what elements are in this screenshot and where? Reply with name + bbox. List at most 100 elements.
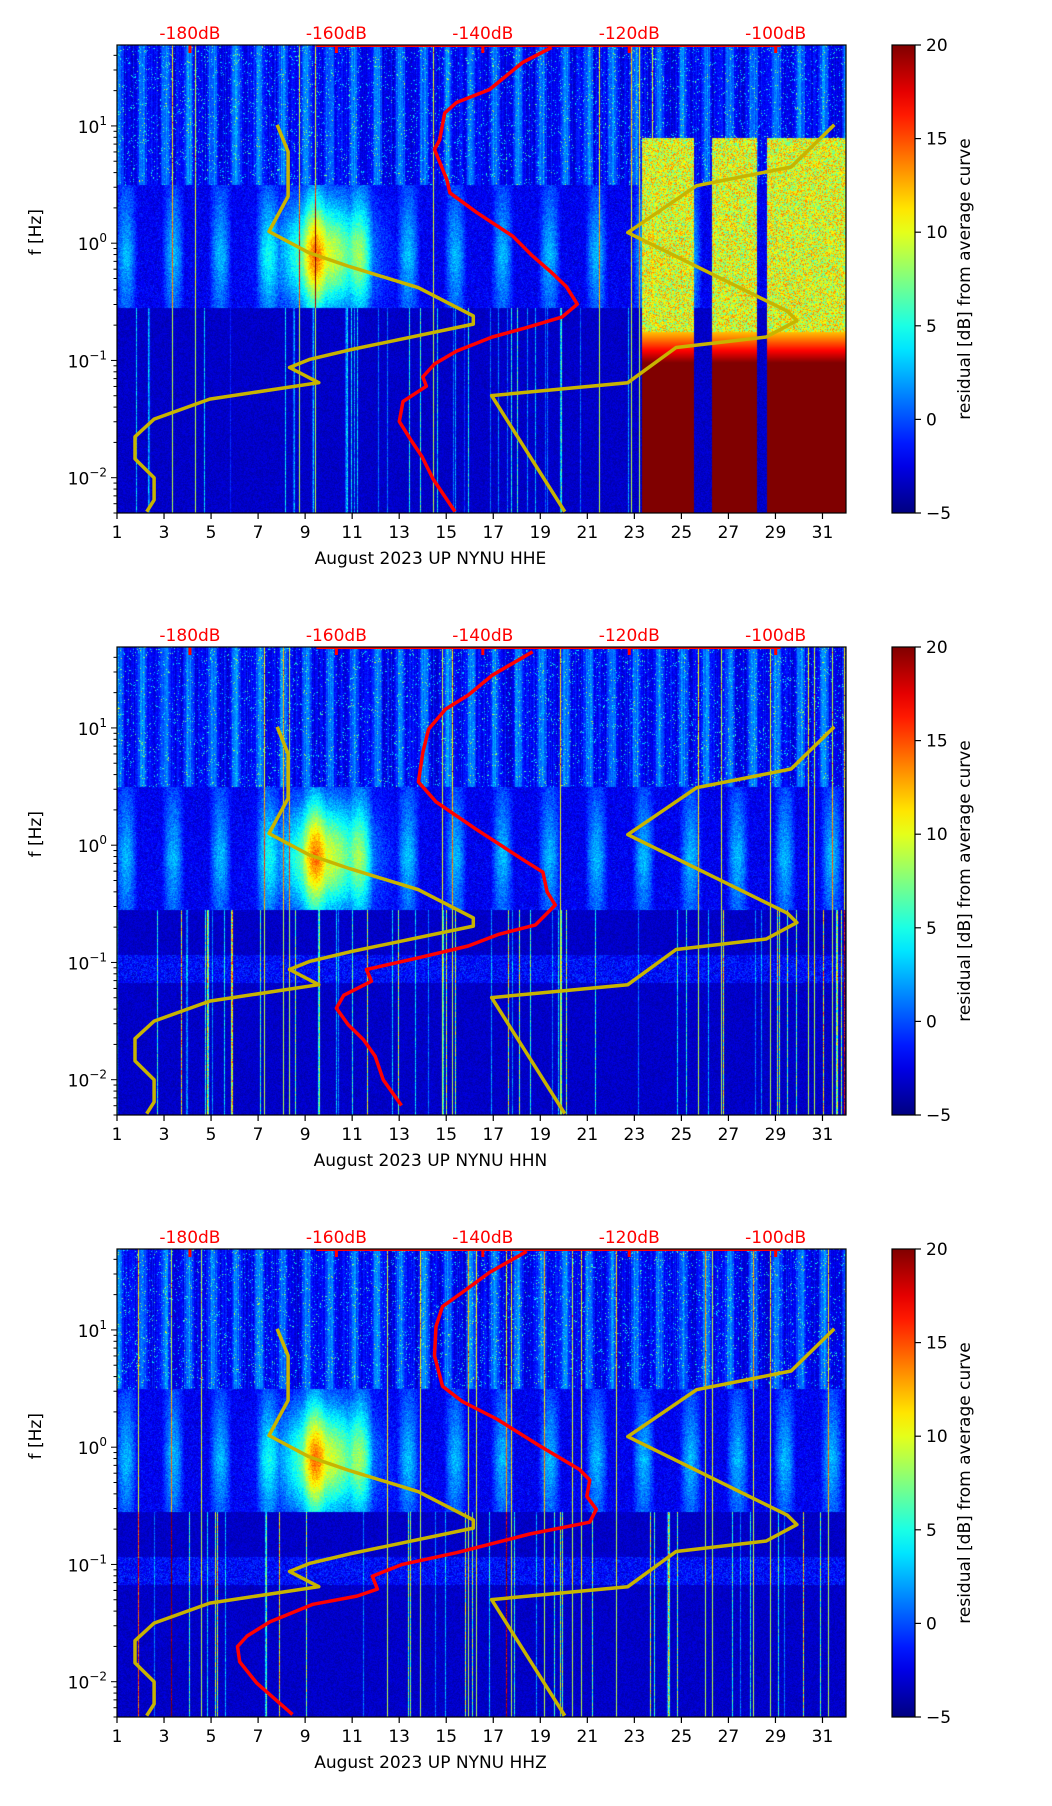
average-psd-curve [334, 650, 558, 1107]
x-tick-label: 9 [300, 1125, 311, 1145]
db-tick-label: -120dB [599, 626, 660, 646]
x-axis-label: August 2023 UP NYNU HHN [314, 1151, 548, 1171]
colorbar [891, 44, 916, 514]
x-tick-label: 11 [341, 523, 363, 543]
x-tick-label: 3 [159, 523, 170, 543]
x-tick-label: 11 [341, 1727, 363, 1747]
y-axis-label: f [Hz] [26, 1413, 46, 1459]
low-noise-model-curve [133, 1328, 476, 1717]
y-tick-label: 10−1 [68, 348, 107, 372]
x-tick-label: 3 [159, 1727, 170, 1747]
x-tick-label: 1 [112, 1727, 123, 1747]
db-tick-label: -160dB [306, 626, 367, 646]
plot-frame [116, 1248, 847, 1718]
x-tick-label: 29 [765, 1125, 787, 1145]
x-tick-label: 19 [529, 1125, 551, 1145]
plot-frame [116, 646, 847, 1116]
db-tick-label: -180dB [159, 24, 220, 44]
low-noise-model-curve [133, 124, 476, 513]
db-tick-label: -120dB [599, 24, 660, 44]
x-axis-label: August 2023 UP NYNU HHZ [314, 1753, 547, 1773]
x-tick-label: 19 [529, 523, 551, 543]
db-tick-label: -140dB [452, 24, 513, 44]
colorbar-tick-label: 0 [926, 1614, 937, 1634]
colorbar-tick-label: −5 [926, 1106, 951, 1126]
low-noise-model-curve [133, 726, 476, 1115]
y-tick-label: 101 [78, 1318, 107, 1342]
colorbar-tick-label: 15 [926, 130, 948, 150]
x-tick-label: 1 [112, 1125, 123, 1145]
x-tick-label: 17 [482, 1125, 504, 1145]
spectrogram-panel-hhz: -180dB -160dB -140dB -120dB -100dB 1 3 5 7 9 11 13 1… [0, 1204, 1052, 1806]
y-tick-label: 10−1 [68, 1552, 107, 1576]
x-tick-label: 31 [812, 1125, 834, 1145]
colorbar-tick-label: −5 [926, 1708, 951, 1728]
x-tick-label: 11 [341, 1125, 363, 1145]
x-tick-label: 19 [529, 1727, 551, 1747]
colorbar-label: residual [dB] from average curve [955, 138, 975, 419]
colorbar-tick-label: 10 [926, 223, 948, 243]
x-axis-label: August 2023 UP NYNU HHE [315, 549, 547, 569]
high-noise-model-curve [489, 123, 836, 513]
y-tick-label: 100 [78, 833, 107, 857]
x-tick-label: 31 [812, 523, 834, 543]
x-tick-label: 21 [577, 523, 599, 543]
y-axis-label: f [Hz] [26, 209, 46, 255]
colorbar-label: residual [dB] from average curve [955, 740, 975, 1021]
db-tick-label: -160dB [306, 1228, 367, 1248]
colorbar-tick-label: 15 [926, 732, 948, 752]
x-tick-label: 17 [482, 1727, 504, 1747]
average-psd-curve [397, 45, 580, 513]
x-tick-label: 23 [624, 1727, 646, 1747]
x-tick-label: 13 [388, 523, 410, 543]
x-tick-label: 9 [300, 523, 311, 543]
x-tick-label: 15 [435, 1727, 457, 1747]
x-tick-label: 25 [671, 1125, 693, 1145]
x-tick-label: 27 [718, 523, 740, 543]
x-tick-label: 7 [253, 1125, 264, 1145]
colorbar-tick-label: 0 [926, 410, 937, 430]
colorbar [891, 1248, 916, 1718]
colorbar-tick-label: 20 [926, 638, 948, 658]
db-tick-label: -100dB [745, 1228, 806, 1248]
colorbar-tick-label: 5 [926, 317, 937, 337]
x-tick-label: 5 [206, 1727, 217, 1747]
x-tick-label: 1 [112, 523, 123, 543]
db-tick-label: -140dB [452, 626, 513, 646]
x-tick-label: 21 [577, 1125, 599, 1145]
average-psd-curve [235, 1249, 599, 1716]
x-tick-label: 7 [253, 1727, 264, 1747]
y-tick-label: 10−2 [68, 1068, 107, 1092]
x-tick-label: 3 [159, 1125, 170, 1145]
y-tick-label: 100 [78, 1435, 107, 1459]
colorbar-tick-label: 10 [926, 825, 948, 845]
colorbar-tick-label: 15 [926, 1334, 948, 1354]
spectrogram-panel-hhe: -180dB -160dB -140dB -120dB -100dB 1 3 5 7 9 11 13 1… [0, 0, 1052, 602]
y-tick-label: 100 [78, 231, 107, 255]
db-tick-label: -120dB [599, 1228, 660, 1248]
x-tick-label: 31 [812, 1727, 834, 1747]
x-tick-label: 13 [388, 1727, 410, 1747]
colorbar-tick-label: 20 [926, 1240, 948, 1260]
y-tick-label: 101 [78, 716, 107, 740]
colorbar [891, 646, 916, 1116]
db-tick-label: -160dB [306, 24, 367, 44]
x-tick-label: 29 [765, 523, 787, 543]
colorbar-tick-label: −5 [926, 504, 951, 524]
high-noise-model-curve [489, 1327, 836, 1717]
y-tick-label: 10−2 [68, 1670, 107, 1694]
x-tick-label: 7 [253, 523, 264, 543]
colorbar-tick-label: 5 [926, 919, 937, 939]
db-tick-label: -100dB [745, 24, 806, 44]
colorbar-tick-label: 5 [926, 1521, 937, 1541]
colorbar-tick-label: 10 [926, 1427, 948, 1447]
y-tick-label: 10−2 [68, 466, 107, 490]
x-tick-label: 23 [624, 523, 646, 543]
y-axis-label: f [Hz] [26, 811, 46, 857]
x-tick-label: 27 [718, 1125, 740, 1145]
colorbar-tick-label: 0 [926, 1012, 937, 1032]
x-tick-label: 29 [765, 1727, 787, 1747]
colorbar-tick-label: 20 [926, 36, 948, 56]
db-tick-label: -140dB [452, 1228, 513, 1248]
